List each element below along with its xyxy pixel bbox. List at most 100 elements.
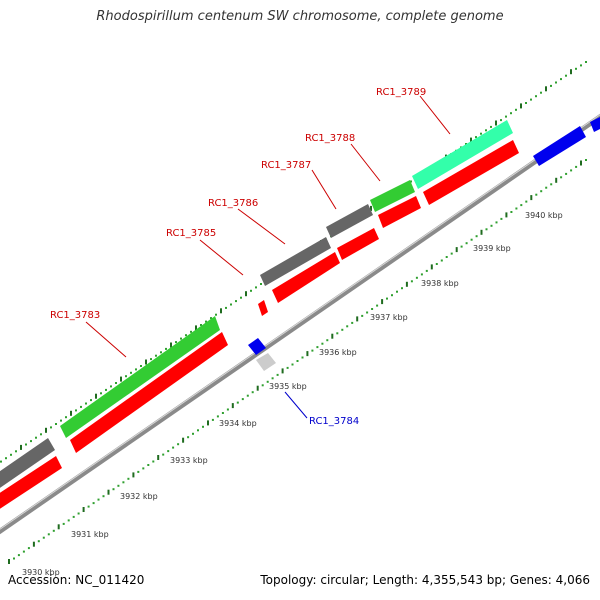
- gene-rc1-3788[interactable]: [370, 180, 415, 212]
- label-rc1-3785: RC1_3785: [166, 228, 216, 239]
- tick-mark: [500, 119, 502, 122]
- tick-mark: [226, 408, 229, 411]
- tick-mark: [95, 393, 97, 399]
- tick-mark: [381, 299, 384, 305]
- tick-mark: [172, 446, 175, 449]
- gene-rc1-3784[interactable]: [248, 338, 276, 371]
- tick-mark: [220, 308, 222, 314]
- tick-mark: [525, 200, 528, 203]
- tick-mark: [351, 321, 354, 324]
- label-rc1-3787: RC1_3787: [261, 160, 311, 171]
- tick-mark: [255, 286, 257, 289]
- tick-mark: [190, 330, 192, 333]
- tick-mark: [585, 61, 587, 63]
- chromosome-backbone: [0, 113, 600, 535]
- tick-mark: [430, 264, 433, 270]
- tick-mark: [221, 412, 224, 414]
- tick-mark: [241, 398, 244, 401]
- gene-red-right[interactable]: [423, 140, 519, 205]
- tick-mark: [107, 489, 110, 495]
- tick-mark: [175, 341, 177, 344]
- tick-mark: [525, 102, 527, 104]
- tick-mark: [260, 283, 262, 285]
- gene-red-mid-1[interactable]: [272, 252, 340, 303]
- scale-label: 3931 kbp: [71, 530, 109, 539]
- tick-mark: [475, 235, 478, 238]
- tick-mark: [207, 420, 209, 426]
- label-leaders: [85, 95, 451, 419]
- tick-mark: [112, 488, 115, 491]
- tick-mark: [75, 409, 77, 412]
- gene-gray-left-outer[interactable]: [0, 438, 55, 490]
- tick-mark: [195, 325, 197, 331]
- tick-mark: [90, 399, 92, 402]
- tick-mark: [80, 405, 82, 408]
- tick-mark: [490, 224, 493, 227]
- tick-mark: [137, 470, 140, 473]
- scale-label: 3937 kbp: [370, 313, 408, 322]
- tick-mark: [180, 337, 182, 340]
- tick-mark: [10, 453, 12, 456]
- tick-mark: [291, 363, 294, 366]
- gene-rc1-3787[interactable]: [326, 204, 373, 238]
- tick-mark: [150, 358, 152, 361]
- tick-mark: [425, 269, 428, 272]
- tick-mark: [65, 416, 67, 419]
- page-title: Rhodospirillum centenum SW chromosome, c…: [96, 9, 504, 24]
- tick-mark: [187, 436, 190, 439]
- gene-red-mid-3[interactable]: [378, 196, 421, 228]
- tick-mark: [515, 108, 517, 111]
- tick-mark: [125, 375, 127, 378]
- tick-mark: [205, 320, 207, 323]
- tick-mark: [82, 507, 85, 512]
- tick-mark: [200, 324, 202, 326]
- gene-rc1-3783[interactable]: [60, 316, 220, 438]
- tick-mark: [281, 368, 284, 374]
- scale-label: 3936 kbp: [319, 348, 357, 357]
- tick-mark: [460, 245, 463, 248]
- tick-mark: [135, 368, 137, 371]
- tick-mark: [545, 86, 547, 92]
- tick-mark: [102, 495, 105, 498]
- gene-blue-right[interactable]: [533, 116, 600, 166]
- gene-red-left-inner[interactable]: [0, 456, 62, 510]
- tick-mark: [495, 221, 498, 224]
- tick-mark: [62, 522, 65, 525]
- tick-mark: [470, 137, 472, 143]
- gene-red-small-arrow[interactable]: [258, 300, 268, 316]
- tick-mark: [470, 238, 473, 241]
- tick-mark: [336, 332, 339, 335]
- gene-rc1-3789[interactable]: [412, 120, 513, 189]
- scale-label: 3933 kbp: [170, 456, 208, 465]
- gene-rc1-3786[interactable]: [260, 237, 331, 286]
- tick-mark: [27, 547, 30, 550]
- tick-mark: [376, 304, 379, 307]
- tick-mark: [455, 247, 458, 253]
- scale-label: 3930 kbp: [22, 568, 60, 577]
- inner-tick-track: [8, 159, 587, 564]
- tick-mark: [565, 172, 568, 175]
- tick-mark: [210, 317, 212, 320]
- tick-mark: [440, 259, 443, 262]
- tick-mark: [236, 401, 239, 404]
- tick-mark: [245, 291, 247, 297]
- tick-mark: [391, 294, 393, 297]
- tick-mark: [550, 183, 553, 186]
- tick-mark: [120, 376, 122, 382]
- tick-mark: [485, 129, 487, 132]
- tick-mark: [530, 195, 533, 201]
- tick-mark: [182, 437, 185, 443]
- tick-mark: [575, 67, 577, 70]
- tick-mark: [40, 433, 42, 436]
- tick-mark: [57, 524, 60, 530]
- gene-red-long[interactable]: [70, 332, 228, 453]
- label-rc1-3786: RC1_3786: [208, 198, 258, 209]
- tick-mark: [311, 349, 314, 352]
- tick-mark: [535, 95, 537, 98]
- tick-mark: [570, 169, 573, 172]
- tick-mark: [370, 205, 372, 211]
- gene-red-mid-2[interactable]: [337, 228, 379, 260]
- tick-mark: [301, 356, 304, 359]
- tick-mark: [157, 455, 160, 460]
- tick-mark: [246, 394, 249, 397]
